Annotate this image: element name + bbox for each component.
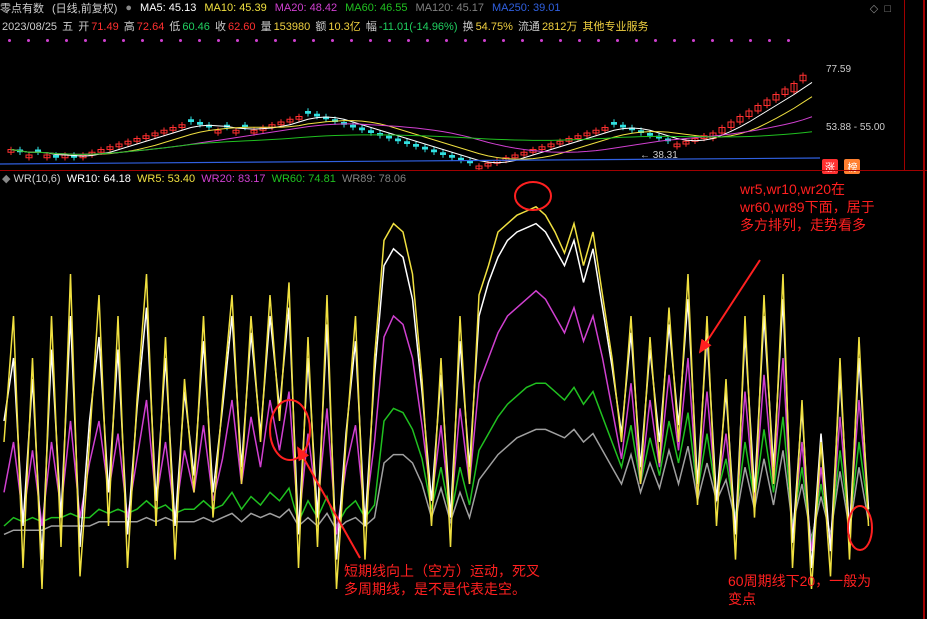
ma5-label: MA5: 45.13: [140, 2, 196, 14]
candlestick-svg: ← 38.31: [0, 16, 820, 170]
scale-high: 77.59: [826, 64, 851, 75]
candlestick-panel[interactable]: ← 38.31: [0, 16, 820, 170]
annotation-bottom-right: 60周期线下20，一般为变点: [728, 572, 871, 608]
ma60-label: MA60: 46.55: [345, 2, 407, 14]
wr-indicator-panel[interactable]: [0, 186, 882, 616]
title-bar: 零点有数 (日线,前复权) ● MA5: 45.13 MA10: 45.39 M…: [0, 0, 927, 16]
kline-desc: (日线,前复权): [52, 0, 117, 16]
annotation-top-right: wr5,wr10,wr20在wr60,wr89下面，居于多方排列，走势看多: [740, 180, 875, 234]
badge-up[interactable]: 涨: [822, 159, 838, 174]
right-border: [923, 0, 925, 619]
annotation-bottom-middle: 短期线向上（空方）运动，死叉多周期线，是不是代表走空。: [344, 562, 540, 598]
wr-indicator-header: ◆ WR(10,6) WR10: 64.18 WR5: 53.40 WR20: …: [2, 172, 406, 186]
price-scale: 77.59 53.88 - 55.00 涨 榜: [820, 16, 927, 170]
badge-rank[interactable]: 榜: [844, 159, 860, 174]
ma20-label: MA20: 48.42: [275, 2, 337, 14]
scale-mid: 53.88 - 55.00: [826, 122, 885, 133]
ma120-label: MA120: 45.17: [416, 2, 485, 14]
badge-row: 涨 榜: [822, 158, 862, 176]
svg-text:← 38.31: ← 38.31: [640, 150, 678, 161]
ma250-label: MA250: 39.01: [492, 2, 561, 14]
stock-chart-root: 零点有数 (日线,前复权) ● MA5: 45.13 MA10: 45.39 M…: [0, 0, 927, 619]
stock-name: 零点有数: [0, 0, 44, 16]
wr-svg: [0, 186, 882, 616]
scale-border: [904, 0, 905, 170]
ma10-label: MA10: 45.39: [204, 2, 266, 14]
panel-divider: [0, 170, 927, 171]
title-bar-icons[interactable]: ◇ □: [870, 2, 891, 15]
